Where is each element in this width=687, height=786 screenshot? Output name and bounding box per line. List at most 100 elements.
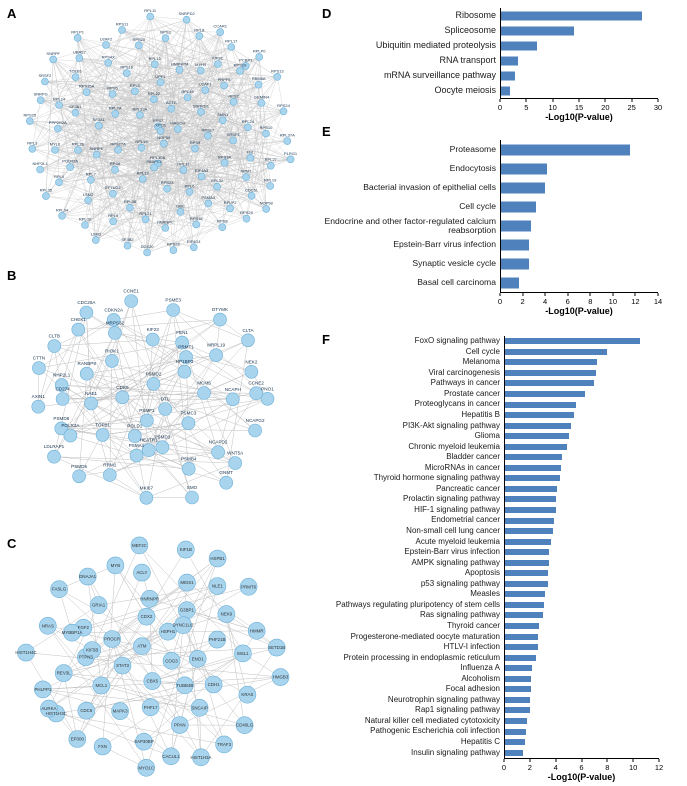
- network-node: [167, 104, 176, 113]
- network-node-label: RPS29: [240, 210, 253, 215]
- network-node: [84, 396, 98, 411]
- category-label: Endometrial cancer: [431, 515, 500, 525]
- category-label: HTLV-I infection: [443, 642, 500, 652]
- network-edge: [183, 70, 241, 170]
- network-node: [226, 392, 240, 407]
- network-node: [234, 644, 252, 663]
- network-edge: [75, 76, 164, 144]
- network-node-label: FBL: [247, 149, 255, 154]
- network-node-label: HP1BP3: [176, 359, 194, 364]
- network-edge: [143, 676, 281, 742]
- network-node-label: DDX20: [141, 244, 155, 249]
- network-edge: [165, 140, 234, 229]
- category-label: Hepatitis C: [460, 736, 500, 746]
- bar: [504, 538, 551, 545]
- category-label: Oocyte meiosis: [434, 84, 496, 95]
- network-node: [266, 182, 275, 190]
- network-node: [183, 93, 192, 102]
- network-node: [177, 364, 192, 379]
- network-b-svg: RIOK1 PSMD3 PSMD5 PSMD8 PSMD2 PSMC3 PSMB4 PSME3…: [31, 289, 275, 505]
- network-node: [185, 188, 194, 196]
- category-label: Ubiquitin mediated proteolysis: [375, 39, 496, 50]
- network-edge: [40, 100, 223, 121]
- network-edge: [42, 676, 281, 690]
- bar: [504, 517, 555, 524]
- network-edge: [233, 140, 252, 196]
- network-node-label: SNRPG: [33, 92, 47, 97]
- network-edge: [29, 120, 56, 151]
- bar-row: HIF-1 signaling pathway: [316, 505, 684, 516]
- network-edge: [38, 397, 123, 407]
- network-node: [72, 469, 86, 484]
- network-node: [185, 490, 199, 505]
- network-edge: [146, 371, 185, 421]
- panel-f-label: F: [322, 332, 330, 347]
- bar-row: MicroRNAs in cancer: [316, 463, 684, 474]
- network-edge: [136, 355, 217, 456]
- network-node: [176, 208, 185, 216]
- network-node-label: CDC6: [80, 708, 93, 713]
- network-edge: [205, 90, 284, 112]
- bar: [504, 454, 563, 461]
- network-edge: [53, 456, 236, 464]
- bar-row: Ras signaling pathway: [316, 610, 684, 621]
- category-label: Neurotrophin signaling pathway: [387, 694, 500, 704]
- network-node-label: MSL1: [237, 651, 249, 656]
- network-node: [150, 60, 159, 69]
- network-node: [73, 33, 82, 42]
- network-edge: [173, 70, 201, 251]
- network-edge: [146, 135, 209, 253]
- axis-tick-label: 0: [497, 103, 503, 112]
- network-node-label: DYNC1LI2: [173, 623, 195, 628]
- network-node-label: RPL35: [40, 188, 53, 193]
- network-node-label: DTYMK: [212, 307, 229, 312]
- bar-row: Epstein-Barr virus infection: [316, 547, 684, 558]
- category-label: AMPK signaling pathway: [411, 557, 501, 567]
- network-node-label: ENO1: [192, 656, 205, 661]
- network-node-label: SETD1B: [268, 645, 285, 650]
- network-node: [71, 73, 80, 81]
- network-node-label: HIST1H4C: [15, 650, 36, 655]
- bar-zone: [500, 273, 658, 292]
- network-node-label: RPLP0: [253, 48, 266, 53]
- bar-zone: [504, 705, 659, 716]
- network-edge: [220, 32, 251, 158]
- network-node: [195, 32, 204, 40]
- network-edge: [53, 19, 187, 60]
- category-label: Prolactin signaling pathway: [403, 494, 500, 504]
- network-edge: [29, 69, 180, 122]
- bar: [504, 464, 561, 471]
- network-edge: [165, 38, 251, 158]
- network-node: [197, 172, 206, 181]
- bar: [504, 612, 543, 619]
- network-node-label: RPS25: [23, 113, 36, 118]
- bar: [504, 570, 548, 577]
- network-node-label: KIF2C: [212, 56, 223, 61]
- bar-row: Chronic myeloid leukemia: [316, 441, 684, 452]
- network-edge: [139, 108, 172, 116]
- network-node: [34, 680, 52, 699]
- network-node: [174, 616, 192, 634]
- network-edge: [77, 37, 201, 113]
- network-edge: [61, 384, 205, 394]
- network-node-label: RPL13: [149, 56, 162, 61]
- bar-row: Ribosome: [316, 8, 684, 23]
- network-node: [271, 668, 290, 686]
- network-edge: [121, 29, 288, 142]
- network-edge: [61, 329, 79, 386]
- network-node-label: FEN1: [176, 330, 188, 335]
- network-node-label: RPL14: [53, 97, 66, 102]
- network-node-label: RPL9: [108, 213, 119, 218]
- network-node: [238, 685, 257, 704]
- network-edge: [177, 128, 267, 134]
- network-node: [49, 55, 58, 64]
- network-edge: [102, 342, 183, 436]
- network-node-label: SRSF1: [227, 132, 241, 137]
- network-edge: [54, 91, 136, 151]
- network-edge: [246, 133, 267, 219]
- network-edge: [90, 342, 183, 404]
- network-panel-a: PPP2R2A TCEB1 KIF2C NPM1 RPL3 RPL4 RPL5 RPL6 RPL…: [2, 2, 314, 268]
- axis-tick-label: 12: [631, 297, 640, 306]
- network-edge: [88, 84, 259, 201]
